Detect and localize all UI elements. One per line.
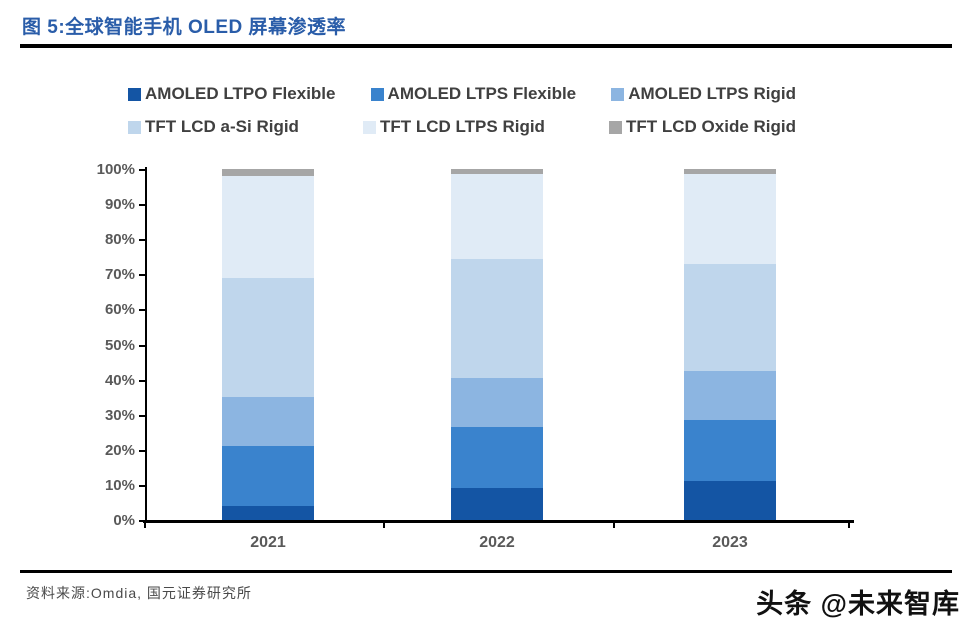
legend-item: TFT LCD a-Si Rigid [128,117,299,137]
y-tick-label: 60% [104,301,135,319]
bar-segment [222,169,314,177]
stacked-bar-2023 [684,169,776,520]
y-tick [139,484,145,487]
bar-segment [684,481,776,520]
bar-segment [684,169,776,175]
legend-item: AMOLED LTPS Flexible [370,84,577,104]
x-tick [383,523,385,528]
bar-segment [451,377,543,427]
y-tick-label: 50% [104,336,135,354]
y-tick [139,449,145,452]
y-tick [139,204,145,207]
y-tick [139,520,145,522]
legend-swatch-icon [128,87,141,101]
legend-row: AMOLED LTPO Flexible AMOLED LTPS Flexible… [128,84,796,104]
bar-segment [222,446,314,506]
x-axis [143,520,854,523]
legend-swatch-icon [370,87,384,101]
bar-segment [222,505,314,520]
legend-label: AMOLED LTPS Flexible [387,84,577,103]
legend-label: TFT LCD Oxide Rigid [626,117,796,136]
bar-segment [684,419,776,482]
y-tick [139,344,145,347]
x-category-label: 2021 [250,534,286,551]
bar-segment [222,397,314,447]
legend-item: AMOLED LTPO Flexible [128,84,335,104]
chart-legend: AMOLED LTPO Flexible AMOLED LTPS Flexible… [128,84,796,150]
bar-segment [684,370,776,420]
bar-segment [222,176,314,278]
bar-segment [451,174,543,259]
figure-title: 图 5:全球智能手机 OLED 屏幕渗透率 [22,17,347,38]
y-tick-label: 40% [104,371,135,389]
legend-row: TFT LCD a-Si Rigid TFT LCD LTPS Rigid TFT … [128,117,796,137]
x-tick [144,523,146,528]
x-category-label: 2022 [479,534,515,551]
stacked-bar-2021 [222,169,314,520]
stacked-bar-2022 [451,169,543,520]
y-tick-label: 30% [104,406,135,424]
x-tick [613,523,615,528]
y-tick [139,379,145,382]
legend-label: AMOLED LTPS Rigid [628,84,796,103]
y-tick [139,274,145,277]
y-tick-label: 10% [104,476,135,494]
bar-segment [451,258,543,378]
legend-swatch-icon [611,87,625,101]
y-tick [139,239,145,242]
bar-segment [451,427,543,489]
y-tick [139,309,145,312]
y-axis [145,167,147,523]
legend-item: AMOLED LTPS Rigid [611,84,796,104]
legend-item: TFT LCD LTPS Rigid [363,117,545,137]
bar-segment [451,169,543,175]
x-tick [848,523,850,528]
legend-label: TFT LCD a-Si Rigid [145,117,299,136]
title-divider [20,44,952,48]
bar-segment [451,488,543,520]
x-category-label: 2023 [712,534,748,551]
y-tick-label: 80% [104,231,135,249]
y-tick-label: 90% [104,196,135,214]
y-tick-label: 100% [96,161,135,178]
legend-swatch-icon [363,120,376,134]
y-tick [139,169,145,171]
legend-swatch-icon [128,120,141,134]
y-tick [139,414,145,417]
y-tick-label: 20% [104,441,135,459]
bar-segment [222,277,314,398]
source-note: 资料来源:Omdia, 国元证券研究所 [26,585,252,601]
footer-divider [20,570,952,573]
legend-label: AMOLED LTPO Flexible [145,84,336,103]
legend-swatch-icon [609,120,622,134]
bar-segment [684,174,776,264]
y-tick-label: 70% [104,266,135,284]
legend-item: TFT LCD Oxide Rigid [609,117,796,137]
y-tick-label: 0% [113,512,135,529]
legend-label: TFT LCD LTPS Rigid [380,117,545,136]
watermark-text: 头条 @未来智库 [756,589,960,619]
bar-segment [684,263,776,371]
